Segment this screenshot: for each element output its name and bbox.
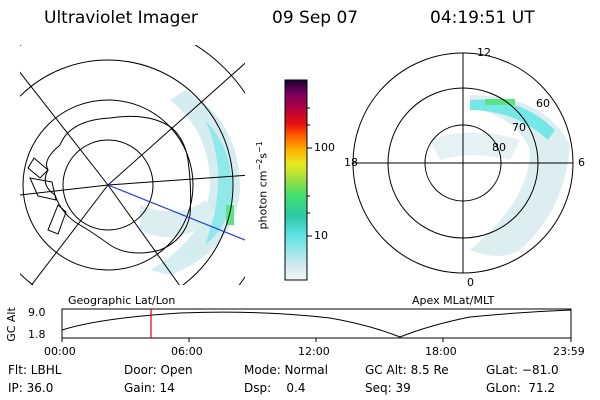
time-tick-3: 18:00: [425, 345, 457, 358]
colorbar: [284, 79, 308, 281]
altitude-curve: [61, 309, 572, 338]
geographic-map: [20, 45, 245, 285]
colorbar-unit-label: photon cm−2s−1: [254, 141, 270, 230]
altitude-ylabel: GC Alt: [4, 307, 18, 342]
mlat-60-label: 60: [536, 97, 550, 110]
mlt-12-label: 12: [477, 46, 491, 59]
status-dsp: Dsp: 0.4: [244, 381, 306, 395]
date-label: 09 Sep 07: [272, 8, 359, 28]
colorbar-tick-10: 10: [314, 229, 328, 242]
time-tick-1: 06:00: [171, 345, 203, 358]
left-panel-caption: Geographic Lat/Lon: [68, 294, 176, 307]
status-gc-alt: GC Alt: 8.5 Re: [365, 363, 449, 377]
aurora-emission-right: [430, 95, 570, 256]
colorbar-ticks: [307, 107, 312, 237]
mlt-0-label: 0: [467, 276, 474, 289]
time-tick-0: 00:00: [44, 345, 76, 358]
status-seq: Seq: 39: [365, 381, 411, 395]
mlat-70-label: 70: [512, 121, 526, 134]
mlt-6-label: 6: [578, 156, 585, 169]
status-ip: IP: 36.0: [8, 381, 54, 395]
status-glat: GLat: −81.0: [486, 363, 559, 377]
time-tick-2: 12:00: [298, 345, 330, 358]
sun-direction-line: [107, 184, 245, 241]
status-gain: Gain: 14: [124, 381, 175, 395]
time-tick-4: 23:59: [553, 345, 585, 358]
right-panel-caption: Apex MLat/MLT: [412, 294, 495, 307]
status-door: Door: Open: [124, 363, 193, 377]
status-mode: Mode: Normal: [244, 363, 328, 377]
colorbar-tick-100: 100: [314, 141, 335, 154]
mlat-80-label: 80: [492, 141, 506, 154]
antarctica-outline: [44, 115, 192, 254]
magnetic-polar-plot: [352, 52, 574, 274]
altitude-ytick-low: 1.8: [28, 328, 46, 341]
time-label: 04:19:51 UT: [430, 8, 535, 28]
status-glon: GLon: 71.2: [486, 381, 556, 395]
altitude-ytick-high: 9.0: [28, 306, 46, 319]
instrument-title: Ultraviolet Imager: [44, 8, 198, 28]
status-filter: Flt: LBHL: [8, 363, 62, 377]
mlt-18-label: 18: [344, 156, 358, 169]
altitude-plot: [61, 308, 572, 342]
